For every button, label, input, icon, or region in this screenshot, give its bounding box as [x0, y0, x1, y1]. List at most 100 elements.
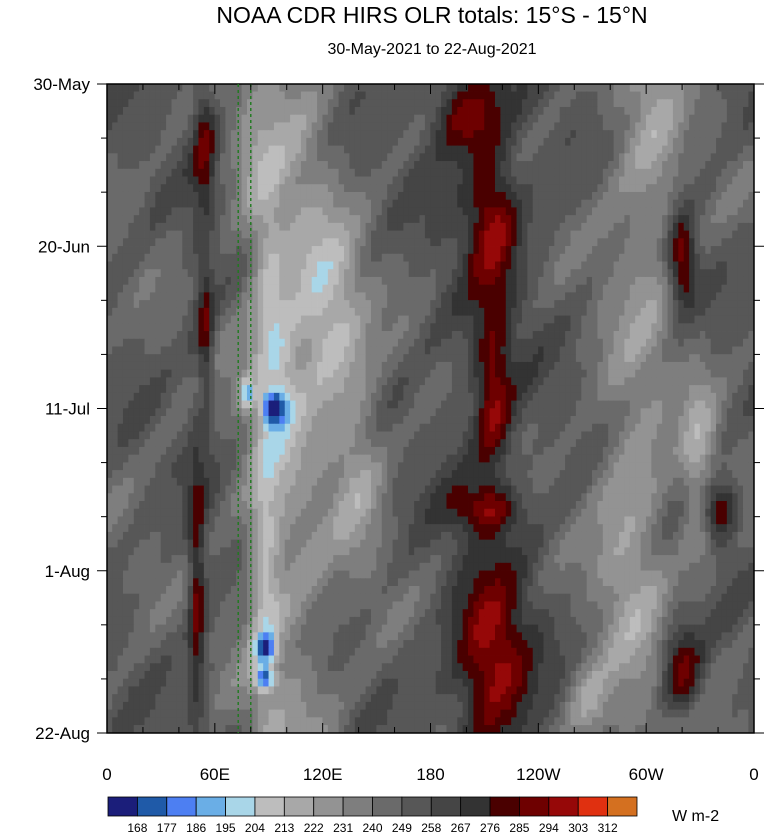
heatmap-cell: [721, 331, 728, 340]
heatmap-cell: [468, 207, 474, 216]
heatmap-cell: [651, 99, 658, 108]
heatmap-cell: [133, 392, 140, 401]
heatmap-cell: [672, 246, 679, 255]
heatmap-cell: [645, 331, 652, 340]
heatmap-cell: [624, 269, 631, 278]
heatmap-cell: [166, 222, 172, 231]
heatmap-cell: [538, 191, 544, 201]
heatmap-cell: [327, 199, 334, 208]
heatmap-cell: [128, 377, 135, 386]
heatmap-cell: [176, 361, 183, 371]
heatmap-cell: [489, 331, 496, 340]
heatmap-cell: [408, 91, 415, 100]
heatmap-cell: [209, 99, 216, 108]
heatmap-cell: [193, 323, 199, 332]
heatmap-cell: [220, 122, 226, 131]
heatmap-cell: [311, 385, 318, 394]
heatmap-cell: [516, 91, 523, 100]
heatmap-cell: [144, 400, 151, 409]
heatmap-cell: [656, 300, 663, 309]
heatmap-cell: [699, 369, 706, 378]
heatmap-cell: [435, 91, 442, 100]
heatmap-cell: [527, 331, 534, 340]
heatmap-cell: [144, 238, 151, 247]
heatmap-cell: [225, 331, 232, 340]
heatmap-cell: [565, 145, 571, 154]
heatmap-cell: [246, 106, 253, 116]
heatmap-cell: [198, 323, 205, 332]
heatmap-cell: [403, 261, 410, 270]
heatmap-cell: [327, 145, 334, 154]
heatmap-cell: [500, 168, 507, 177]
heatmap-cell: [726, 253, 733, 262]
heatmap-cell: [527, 130, 534, 139]
heatmap-cell: [672, 238, 679, 247]
heatmap-cell: [505, 99, 512, 108]
heatmap-cell: [662, 253, 668, 262]
heatmap-cell: [290, 145, 296, 154]
heatmap-cell: [419, 238, 426, 247]
heatmap-cell: [683, 346, 690, 355]
heatmap-cell: [446, 84, 453, 92]
heatmap-cell: [511, 300, 517, 309]
heatmap-cell: [365, 346, 372, 355]
heatmap-cell: [505, 153, 512, 162]
heatmap-cell: [678, 91, 685, 100]
heatmap-cell: [133, 238, 140, 247]
heatmap-cell: [451, 99, 458, 108]
heatmap-cell: [144, 114, 151, 123]
heatmap-cell: [107, 315, 113, 324]
heatmap-cell: [419, 331, 426, 340]
heatmap-cell: [430, 215, 437, 224]
heatmap-cell: [570, 276, 577, 286]
heatmap-cell: [532, 130, 539, 139]
heatmap-cell: [538, 161, 544, 170]
heatmap-cell: [672, 161, 679, 170]
heatmap-cell: [214, 106, 221, 116]
heatmap-cell: [592, 176, 598, 185]
heatmap-cell: [613, 338, 620, 347]
heatmap-cell: [478, 269, 485, 278]
heatmap-cell: [252, 346, 259, 355]
heatmap-cell: [575, 253, 582, 262]
heatmap-cell: [608, 307, 615, 316]
heatmap-cell: [424, 176, 431, 185]
heatmap-cell: [354, 292, 361, 301]
heatmap-cell: [344, 199, 350, 208]
heatmap-cell: [565, 137, 571, 147]
heatmap-cell: [241, 207, 248, 216]
heatmap-cell: [322, 153, 329, 162]
heatmap-cell: [667, 168, 674, 177]
heatmap-cell: [360, 315, 366, 324]
heatmap-cell: [295, 114, 302, 123]
heatmap-cell: [435, 191, 442, 201]
heatmap-cell: [236, 307, 242, 316]
heatmap-cell: [139, 238, 145, 247]
heatmap-cell: [505, 354, 512, 363]
heatmap-cell: [387, 346, 393, 355]
heatmap-cell: [527, 253, 534, 262]
heatmap-cell: [397, 176, 404, 185]
heatmap-cell: [144, 338, 151, 347]
heatmap-cell: [640, 253, 647, 262]
heatmap-cell: [338, 145, 345, 154]
heatmap-cell: [473, 215, 480, 224]
heatmap-cell: [284, 230, 291, 239]
heatmap-cell: [107, 369, 113, 378]
heatmap-cell: [193, 176, 199, 185]
heatmap-cell: [327, 114, 334, 123]
heatmap-cell: [241, 261, 248, 270]
heatmap-cell: [505, 230, 512, 239]
heatmap-cell: [651, 385, 658, 394]
heatmap-cell: [548, 114, 555, 123]
heatmap-cell: [160, 84, 167, 92]
heatmap-cell: [414, 137, 420, 147]
heatmap-cell: [462, 84, 469, 92]
heatmap-cell: [441, 191, 447, 201]
heatmap-cell: [149, 377, 156, 386]
heatmap-cell: [656, 315, 663, 324]
heatmap-cell: [117, 392, 124, 401]
heatmap-cell: [419, 122, 426, 131]
heatmap-cell: [370, 176, 377, 185]
heatmap-cell: [581, 106, 588, 116]
